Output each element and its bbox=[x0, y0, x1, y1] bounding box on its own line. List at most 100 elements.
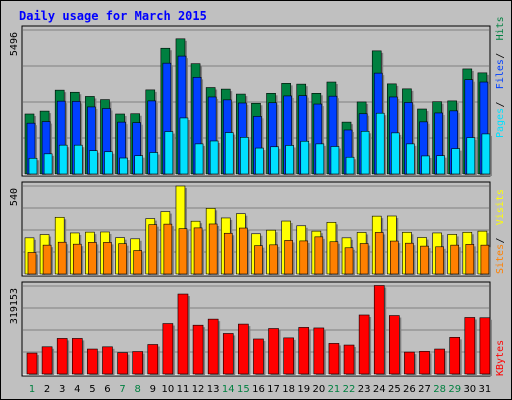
pages-bar bbox=[73, 144, 83, 175]
sites-bar bbox=[148, 224, 158, 275]
legend-pages: Pages bbox=[495, 108, 506, 138]
x-tick-label: 9 bbox=[150, 384, 156, 395]
chart-title: Daily usage for March 2015 bbox=[19, 9, 207, 23]
x-tick-label: 11 bbox=[177, 384, 190, 395]
kbytes-bar bbox=[222, 333, 234, 375]
x-tick-label: 27 bbox=[418, 384, 431, 395]
sites-bar bbox=[269, 244, 278, 275]
kbytes-bar bbox=[464, 317, 476, 375]
sites-bar bbox=[450, 244, 460, 275]
kbytes-bar bbox=[268, 328, 279, 375]
sites-bar bbox=[27, 252, 37, 275]
kbytes-bar bbox=[117, 352, 128, 375]
kbytes-bar bbox=[389, 315, 400, 375]
legend-visits: Visits bbox=[495, 189, 506, 225]
pages-bar bbox=[406, 143, 415, 175]
x-tick-label: 16 bbox=[252, 384, 265, 395]
sites-bar bbox=[390, 240, 399, 275]
pages-bar bbox=[360, 130, 370, 175]
legend-sites: Sites bbox=[495, 244, 506, 274]
pages-bar bbox=[224, 132, 234, 175]
x-tick-label: 31 bbox=[479, 384, 492, 395]
sites-bar bbox=[239, 227, 248, 275]
kbytes-bar bbox=[298, 327, 310, 375]
pages-bar bbox=[330, 146, 340, 175]
legend-separator: / bbox=[495, 53, 506, 59]
kbytes-bar bbox=[313, 327, 325, 375]
pages-bar bbox=[43, 153, 53, 175]
x-tick-label: 26 bbox=[403, 384, 416, 395]
x-tick-label: 18 bbox=[282, 384, 295, 395]
pages-bar bbox=[89, 150, 98, 175]
kbytes-bar bbox=[373, 285, 385, 375]
x-tick-label: 2 bbox=[44, 384, 50, 395]
sites-bar bbox=[103, 242, 112, 275]
x-tick-label: 12 bbox=[192, 384, 205, 395]
sites-bar bbox=[299, 240, 309, 275]
pages-bar bbox=[285, 145, 294, 175]
x-tick-label: 8 bbox=[134, 384, 140, 395]
kbytes-bar bbox=[132, 351, 143, 375]
ymax-label-kbytes: 319153 bbox=[9, 288, 20, 324]
sites-bar bbox=[208, 223, 218, 275]
sites-bar bbox=[344, 247, 354, 275]
x-tick-label: 30 bbox=[463, 384, 476, 395]
pages-bar bbox=[58, 144, 68, 175]
sites-bar bbox=[374, 232, 384, 275]
kbytes-bar bbox=[343, 344, 355, 375]
pages-bar bbox=[451, 148, 461, 175]
legend-kbytes: KBytes bbox=[495, 340, 506, 376]
x-tick-label: 3 bbox=[59, 384, 65, 395]
kbytes-bar bbox=[358, 314, 370, 375]
pages-bar bbox=[104, 151, 113, 175]
pages-bar bbox=[255, 147, 264, 175]
sites-bar bbox=[42, 244, 52, 275]
kbytes-bar bbox=[162, 323, 174, 375]
legend-separator: / bbox=[495, 237, 506, 243]
sites-bar bbox=[314, 236, 324, 275]
legend-hits: Hits bbox=[495, 16, 506, 40]
x-tick-label: 19 bbox=[297, 384, 310, 395]
sites-bar bbox=[72, 243, 82, 275]
kbytes-bar bbox=[434, 348, 445, 375]
sites-bar bbox=[465, 244, 475, 275]
sites-bar bbox=[223, 232, 233, 275]
sites-bar bbox=[405, 242, 414, 275]
pages-bar bbox=[345, 156, 355, 175]
pages-bar bbox=[481, 133, 491, 175]
x-tick-label: 24 bbox=[373, 384, 386, 395]
sites-bar bbox=[435, 246, 444, 275]
kbytes-bar bbox=[26, 352, 38, 375]
kbytes-bar bbox=[41, 346, 53, 375]
kbytes-bar bbox=[71, 338, 83, 375]
x-tick-label: 28 bbox=[433, 384, 446, 395]
ymax-label-sites-visits: 540 bbox=[9, 188, 20, 206]
kbytes-bar bbox=[147, 344, 159, 375]
kbytes-bar bbox=[56, 338, 68, 375]
kbytes-bar bbox=[87, 348, 98, 375]
kbytes-bar bbox=[419, 351, 430, 375]
sites-bar bbox=[480, 244, 490, 275]
x-tick-label: 1 bbox=[29, 384, 35, 395]
pages-bar bbox=[421, 155, 430, 175]
sites-bar bbox=[88, 242, 97, 275]
x-tick-label: 10 bbox=[162, 384, 175, 395]
kbytes-bar bbox=[238, 323, 249, 375]
kbytes-bar bbox=[283, 337, 294, 375]
sites-bar bbox=[254, 245, 263, 275]
sites-bar bbox=[163, 223, 173, 275]
pages-bar bbox=[270, 146, 279, 175]
kbytes-bar bbox=[253, 338, 264, 375]
kbytes-bar bbox=[328, 343, 340, 375]
x-tick-label: 20 bbox=[312, 384, 325, 395]
kbytes-bar bbox=[177, 293, 189, 375]
x-tick-label: 13 bbox=[207, 384, 220, 395]
pages-bar bbox=[315, 143, 325, 175]
kbytes-bar bbox=[404, 351, 415, 375]
pages-bar bbox=[28, 157, 38, 175]
kbytes-bar bbox=[449, 337, 461, 375]
pages-bar bbox=[119, 157, 128, 175]
legend-files: Files bbox=[495, 59, 506, 89]
kbytes-bar bbox=[479, 317, 491, 375]
